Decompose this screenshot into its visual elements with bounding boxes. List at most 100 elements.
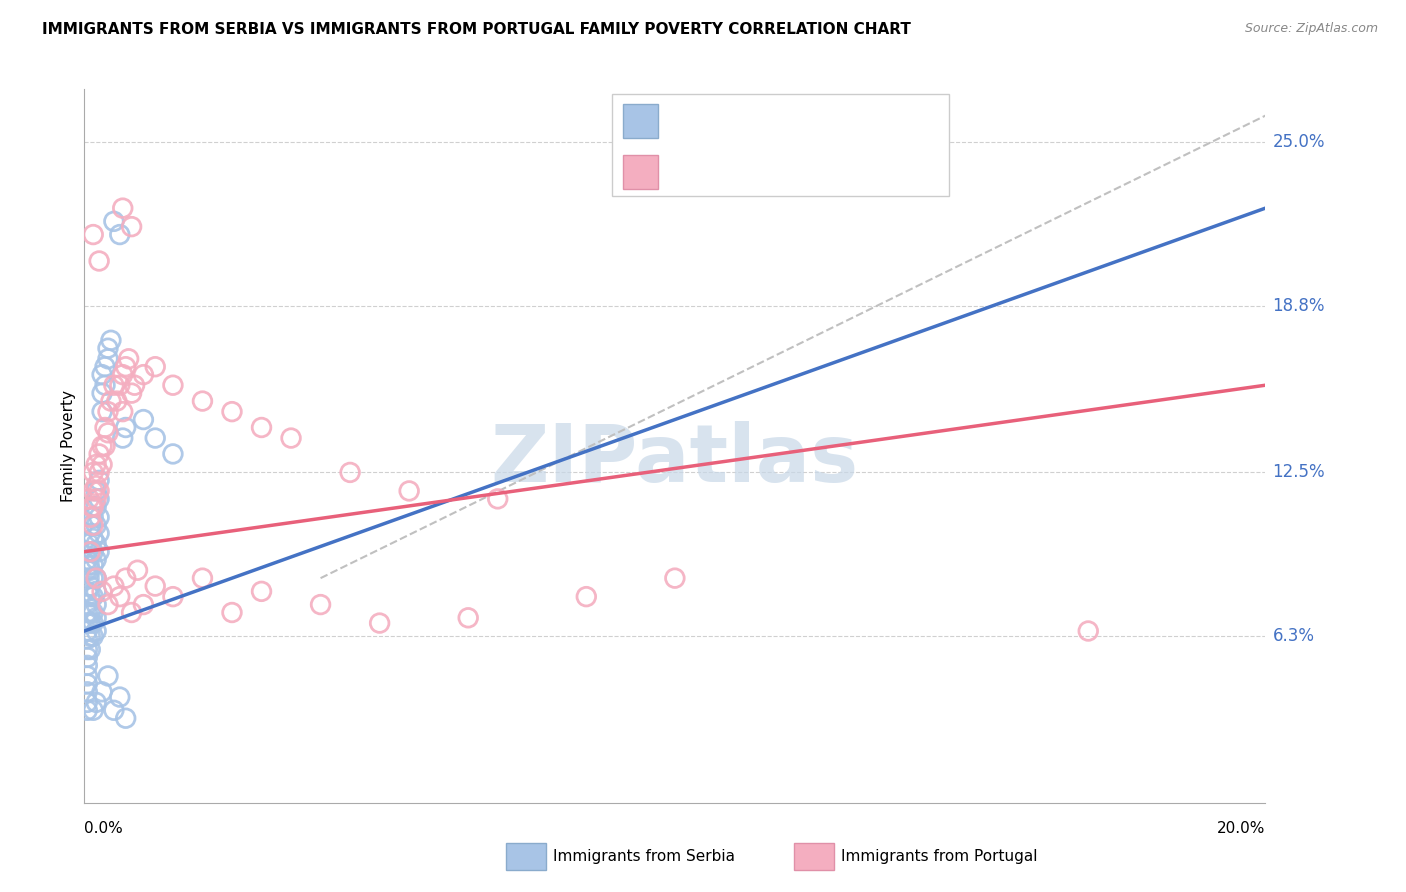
Point: [221, 606, 243, 620]
Text: Immigrants from Portugal: Immigrants from Portugal: [841, 849, 1038, 863]
Point: [309, 598, 332, 612]
Point: [82, 606, 104, 620]
Point: [1077, 624, 1099, 638]
Point: [114, 711, 136, 725]
Point: [82, 466, 104, 480]
Point: [82, 500, 104, 514]
Text: 0.328: 0.328: [716, 163, 768, 181]
Point: [76, 545, 98, 559]
Point: [250, 420, 273, 434]
Point: [339, 466, 361, 480]
Point: [121, 219, 143, 234]
Point: [82, 532, 104, 546]
Point: [82, 545, 104, 559]
Point: [77, 571, 100, 585]
Point: [121, 606, 143, 620]
Point: [132, 368, 155, 382]
Text: N =: N =: [775, 112, 823, 130]
Point: [77, 491, 100, 506]
Point: [76, 677, 98, 691]
Point: [84, 478, 107, 492]
Text: Source: ZipAtlas.com: Source: ZipAtlas.com: [1244, 22, 1378, 36]
Point: [114, 359, 136, 374]
Point: [91, 404, 114, 418]
Point: [97, 404, 120, 418]
Text: 12.5%: 12.5%: [1272, 464, 1324, 482]
Point: [82, 590, 104, 604]
Point: [114, 420, 136, 434]
Text: R =: R =: [669, 163, 706, 181]
Point: [76, 685, 98, 699]
Point: [103, 703, 125, 717]
Point: [82, 510, 104, 524]
Point: [97, 425, 120, 440]
Point: [114, 571, 136, 585]
Point: [94, 420, 117, 434]
Text: IMMIGRANTS FROM SERBIA VS IMMIGRANTS FROM PORTUGAL FAMILY POVERTY CORRELATION CH: IMMIGRANTS FROM SERBIA VS IMMIGRANTS FRO…: [42, 22, 911, 37]
Point: [82, 500, 104, 514]
Point: [143, 579, 166, 593]
Point: [77, 558, 100, 572]
Point: [82, 703, 104, 717]
Point: [84, 598, 107, 612]
Point: [76, 563, 98, 577]
Point: [486, 491, 509, 506]
Point: [84, 552, 107, 566]
Y-axis label: Family Poverty: Family Poverty: [60, 390, 76, 502]
Point: [84, 458, 107, 472]
Point: [79, 526, 101, 541]
Point: [84, 571, 107, 585]
Point: [80, 500, 103, 514]
Point: [79, 590, 101, 604]
Text: 63: 63: [824, 163, 846, 181]
Point: [91, 584, 114, 599]
Point: [108, 378, 131, 392]
Point: [87, 254, 111, 268]
Point: [191, 394, 214, 409]
Point: [79, 510, 101, 524]
Point: [111, 431, 134, 445]
Point: [108, 227, 131, 242]
Point: [162, 378, 184, 392]
Point: [91, 368, 114, 382]
Text: R =: R =: [669, 112, 706, 130]
Point: [76, 703, 98, 717]
Point: [280, 431, 302, 445]
Point: [87, 545, 111, 559]
Point: [82, 558, 104, 572]
Point: [94, 359, 117, 374]
Point: [82, 518, 104, 533]
Point: [457, 611, 479, 625]
Text: 76: 76: [824, 112, 846, 130]
Point: [91, 458, 114, 472]
Text: ZIPatlas: ZIPatlas: [491, 421, 859, 500]
Point: [191, 571, 214, 585]
Point: [108, 590, 131, 604]
Point: [87, 510, 111, 524]
Point: [87, 483, 111, 498]
Point: [118, 351, 141, 366]
Point: [368, 616, 391, 631]
Point: [82, 227, 104, 242]
Text: 0.0%: 0.0%: [84, 821, 124, 836]
Point: [94, 378, 117, 392]
Point: [87, 491, 111, 506]
Point: [132, 598, 155, 612]
Point: [84, 611, 107, 625]
Point: [79, 579, 101, 593]
Point: [97, 341, 120, 355]
Point: [91, 685, 114, 699]
Point: [162, 447, 184, 461]
Point: [87, 447, 111, 461]
Point: [76, 624, 98, 638]
Point: [76, 695, 98, 709]
Point: [91, 386, 114, 401]
Point: [162, 590, 184, 604]
Point: [105, 394, 128, 409]
Point: [84, 518, 107, 533]
Point: [91, 439, 114, 453]
Text: 20.0%: 20.0%: [1218, 821, 1265, 836]
Point: [84, 483, 107, 498]
Point: [76, 650, 98, 665]
Point: [76, 642, 98, 657]
